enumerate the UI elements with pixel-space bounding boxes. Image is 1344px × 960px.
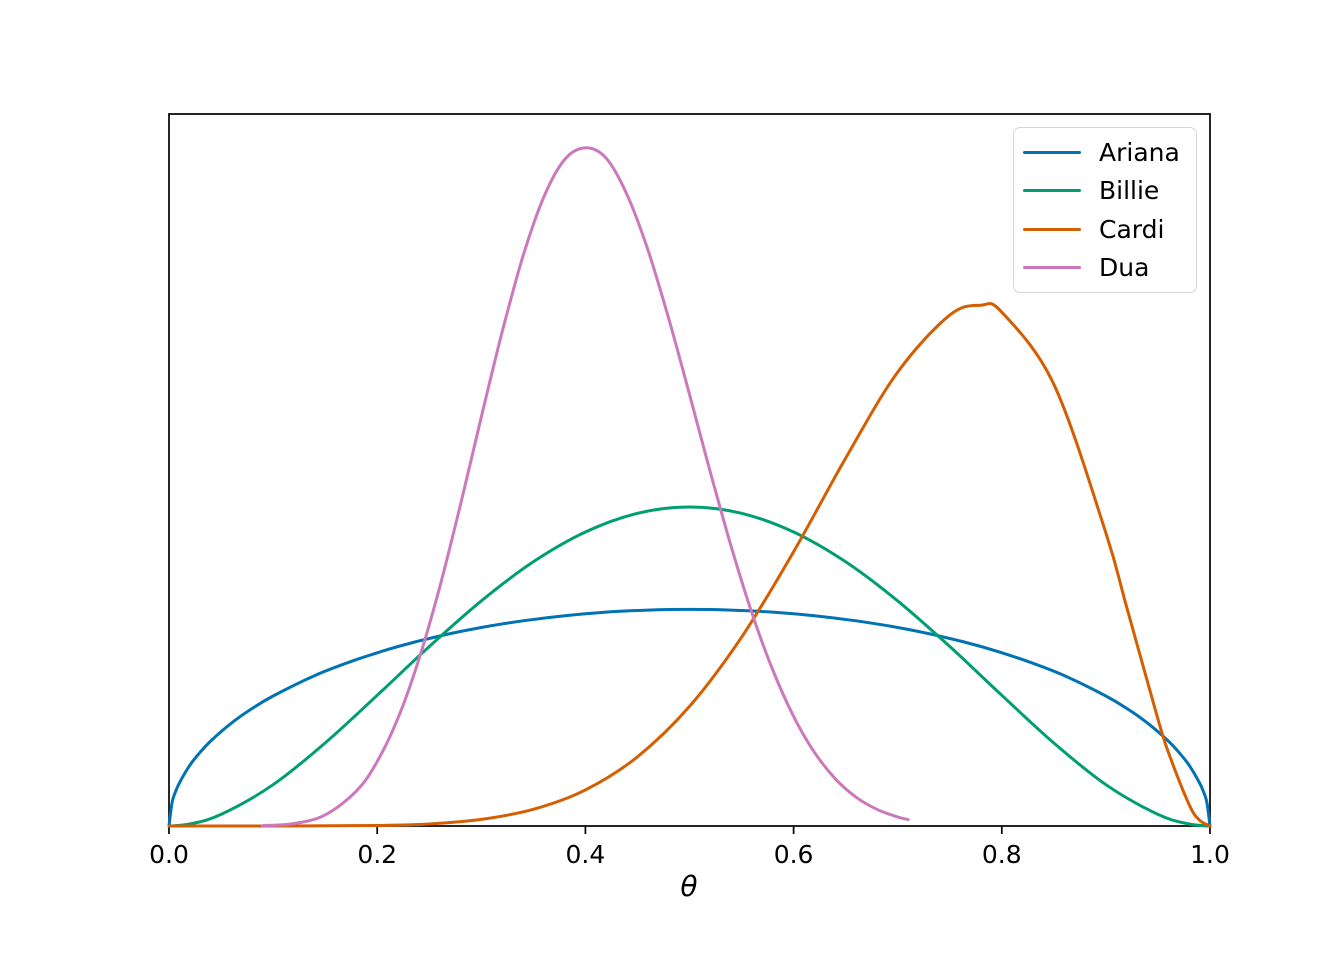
plot-area — [168, 113, 1211, 827]
x-tick-label: 0.0 — [149, 840, 189, 869]
x-tick-label: 0.2 — [357, 840, 397, 869]
x-tick-label: 1.0 — [1190, 840, 1230, 869]
x-tick-label: 0.8 — [982, 840, 1022, 869]
x-axis-label: θ — [680, 870, 698, 903]
legend-entry: Billie — [1023, 172, 1196, 211]
legend: Ariana Billie Cardi Dua — [1013, 127, 1197, 293]
curves-layer — [167, 146, 1212, 828]
curve-dua — [261, 146, 910, 828]
legend-entry: Ariana — [1023, 133, 1196, 172]
legend-label: Cardi — [1099, 214, 1165, 244]
legend-label: Dua — [1099, 253, 1150, 283]
legend-line-swatch-dua — [1023, 266, 1081, 270]
curve-billie — [167, 505, 1212, 828]
x-tick-label: 0.6 — [774, 840, 814, 869]
curve-cardi — [167, 302, 1212, 828]
legend-line-swatch-ariana — [1023, 150, 1081, 154]
x-tick-label: 0.4 — [566, 840, 606, 869]
legend-line-swatch-cardi — [1023, 227, 1081, 231]
legend-label: Billie — [1099, 176, 1160, 206]
legend-line-swatch-billie — [1023, 189, 1081, 193]
legend-entry: Dua — [1023, 249, 1196, 288]
legend-entry: Cardi — [1023, 210, 1196, 249]
legend-label: Ariana — [1099, 137, 1180, 167]
